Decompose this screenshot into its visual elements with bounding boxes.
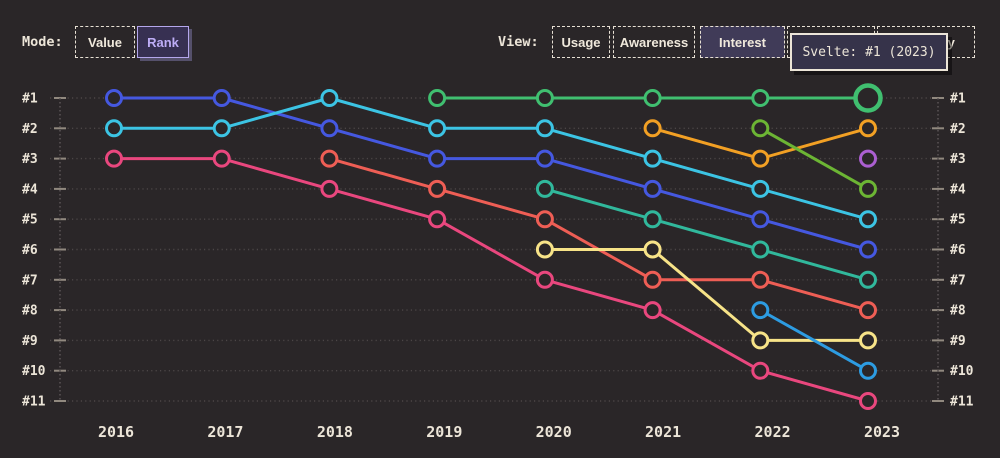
mode-option-rank[interactable]: Rank bbox=[137, 26, 189, 58]
data-point[interactable] bbox=[751, 301, 770, 320]
data-point[interactable] bbox=[751, 210, 770, 229]
data-point[interactable] bbox=[751, 270, 770, 289]
hover-tooltip: Svelte: #1 (2023) bbox=[790, 33, 948, 71]
year-label: 2021 bbox=[645, 423, 681, 441]
rank-label-left: #10 bbox=[22, 364, 46, 379]
rank-label-right: #11 bbox=[950, 395, 974, 410]
data-point[interactable] bbox=[859, 301, 877, 320]
data-point[interactable] bbox=[751, 179, 770, 198]
data-point[interactable] bbox=[535, 210, 554, 229]
series-line bbox=[112, 96, 870, 251]
series-line bbox=[112, 157, 870, 403]
data-point[interactable] bbox=[859, 331, 877, 350]
year-label: 2022 bbox=[755, 423, 791, 441]
data-point[interactable] bbox=[643, 240, 662, 259]
year-label: 2016 bbox=[98, 423, 134, 441]
series-line bbox=[112, 96, 870, 221]
data-point[interactable] bbox=[535, 119, 554, 138]
year-label: 2023 bbox=[864, 423, 900, 441]
year-label: 2019 bbox=[426, 423, 462, 441]
series-line bbox=[327, 157, 870, 312]
data-point[interactable] bbox=[751, 331, 770, 350]
data-point[interactable] bbox=[751, 240, 770, 259]
rank-label-right: #3 bbox=[950, 152, 966, 167]
view-option-usage[interactable]: Usage bbox=[552, 26, 610, 58]
data-point[interactable] bbox=[212, 119, 231, 138]
rank-label-right: #4 bbox=[950, 182, 966, 197]
year-label: 2017 bbox=[207, 423, 243, 441]
data-point[interactable] bbox=[751, 119, 770, 138]
data-point[interactable] bbox=[859, 149, 877, 168]
data-point[interactable] bbox=[643, 301, 662, 320]
data-point[interactable] bbox=[428, 210, 447, 229]
data-point[interactable] bbox=[320, 179, 339, 198]
view-label-text: View: bbox=[498, 34, 539, 50]
data-point[interactable] bbox=[535, 149, 554, 168]
data-point[interactable] bbox=[859, 240, 877, 259]
data-point[interactable] bbox=[643, 210, 662, 229]
data-point[interactable] bbox=[535, 89, 554, 107]
data-point[interactable] bbox=[859, 179, 877, 198]
rank-label-left: #11 bbox=[22, 395, 46, 410]
year-label: 2020 bbox=[536, 423, 572, 441]
view-option-awareness[interactable]: Awareness bbox=[613, 26, 695, 58]
data-point[interactable] bbox=[105, 89, 123, 107]
rank-label-right: #5 bbox=[950, 213, 966, 228]
rank-label-right: #2 bbox=[950, 122, 966, 137]
data-point[interactable] bbox=[535, 270, 554, 289]
data-point[interactable] bbox=[859, 392, 877, 410]
mode-option-value[interactable]: Value bbox=[75, 26, 135, 58]
rank-label-right: #10 bbox=[950, 364, 974, 379]
data-point[interactable] bbox=[428, 149, 447, 168]
hover-tooltip-text: Svelte: #1 (2023) bbox=[802, 44, 936, 60]
data-point[interactable] bbox=[320, 149, 339, 168]
data-point[interactable] bbox=[643, 89, 662, 107]
rank-label-left: #2 bbox=[22, 122, 38, 137]
rank-label-left: #8 bbox=[22, 304, 38, 319]
data-point[interactable] bbox=[643, 179, 662, 198]
data-point[interactable] bbox=[320, 119, 339, 138]
data-point[interactable] bbox=[212, 89, 231, 107]
rank-label-left: #5 bbox=[22, 213, 38, 228]
rank-label-right: #9 bbox=[950, 334, 966, 349]
data-point[interactable] bbox=[105, 119, 123, 138]
rank-label-left: #9 bbox=[22, 334, 38, 349]
data-point[interactable] bbox=[643, 119, 662, 138]
data-point[interactable] bbox=[859, 270, 877, 289]
rank-label-left: #3 bbox=[22, 152, 38, 167]
series-line bbox=[758, 308, 870, 373]
rank-label-left: #7 bbox=[22, 273, 38, 288]
series-line bbox=[758, 126, 870, 191]
data-point[interactable] bbox=[105, 149, 123, 168]
data-point[interactable] bbox=[428, 119, 447, 138]
rank-label-left: #4 bbox=[22, 182, 38, 197]
data-point[interactable] bbox=[428, 89, 447, 107]
data-point[interactable] bbox=[535, 240, 554, 259]
data-point[interactable] bbox=[751, 89, 770, 107]
rank-label-left: #1 bbox=[22, 92, 38, 107]
series-line bbox=[543, 187, 870, 282]
mode-label-text: Mode: bbox=[22, 34, 63, 50]
data-point[interactable] bbox=[751, 149, 770, 168]
data-point[interactable] bbox=[535, 179, 554, 198]
data-point[interactable] bbox=[212, 149, 231, 168]
data-point[interactable] bbox=[859, 119, 877, 138]
rank-label-right: #8 bbox=[950, 304, 966, 319]
rank-label-right: #7 bbox=[950, 273, 966, 288]
data-point[interactable] bbox=[859, 210, 877, 229]
data-point[interactable] bbox=[859, 361, 877, 380]
view-option-interest[interactable]: Interest bbox=[700, 26, 785, 58]
data-point[interactable] bbox=[643, 270, 662, 289]
data-point[interactable] bbox=[428, 179, 447, 198]
year-label: 2018 bbox=[317, 423, 353, 441]
hovered-data-point[interactable] bbox=[853, 83, 883, 113]
rank-label-right: #1 bbox=[950, 92, 966, 107]
data-point[interactable] bbox=[643, 149, 662, 168]
data-point[interactable] bbox=[320, 89, 339, 107]
rank-label-left: #6 bbox=[22, 243, 38, 258]
rank-label-right: #6 bbox=[950, 243, 966, 258]
data-point[interactable] bbox=[751, 361, 770, 380]
